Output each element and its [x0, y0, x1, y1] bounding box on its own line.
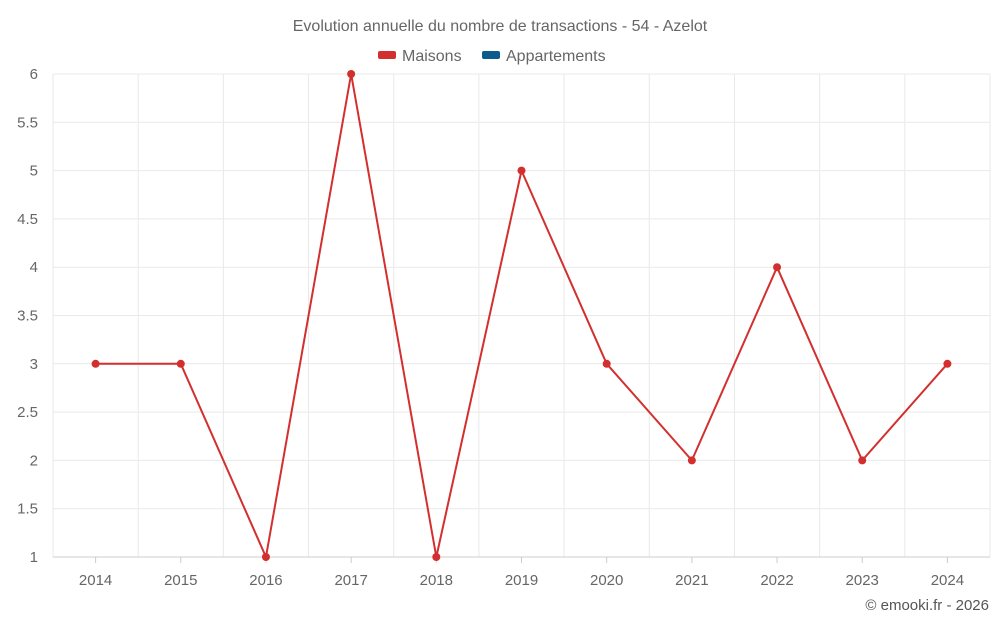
legend: Maisons Appartements	[378, 48, 606, 65]
x-tick-label: 2018	[420, 572, 453, 589]
y-tick-label: 2	[30, 452, 38, 469]
data-point-maisons[interactable]	[943, 359, 952, 368]
x-tick-label: 2015	[164, 572, 197, 589]
y-tick-label: 5.5	[17, 114, 38, 131]
x-tick-label: 2022	[760, 572, 793, 589]
y-tick-label: 3	[30, 356, 38, 373]
series-layer	[91, 70, 952, 561]
legend-swatch-maisons	[378, 51, 396, 59]
y-tick-label: 1.5	[17, 501, 38, 518]
data-point-maisons[interactable]	[91, 359, 100, 368]
data-point-maisons[interactable]	[602, 359, 611, 368]
y-tick-label: 4.5	[17, 211, 38, 228]
data-point-maisons[interactable]	[687, 456, 696, 465]
grid	[52, 73, 991, 557]
data-point-maisons[interactable]	[432, 553, 441, 561]
x-tick-label: 2020	[590, 572, 623, 589]
x-tick-label: 2021	[675, 572, 708, 589]
chart-title: Evolution annuelle du nombre de transact…	[293, 18, 708, 35]
x-tick-label: 2019	[505, 572, 538, 589]
y-tick-label: 2.5	[17, 404, 38, 421]
legend-item-maisons[interactable]: Maisons	[378, 48, 462, 65]
data-point-maisons[interactable]	[176, 359, 185, 368]
data-point-maisons[interactable]	[773, 263, 782, 272]
credit-text: © emooki.fr - 2026	[865, 597, 989, 614]
y-tick-label: 3.5	[17, 308, 38, 325]
legend-item-appartements[interactable]: Appartements	[482, 48, 606, 65]
data-point-maisons[interactable]	[517, 166, 526, 175]
x-tick-label: 2014	[79, 572, 112, 589]
x-tick-label: 2023	[846, 572, 879, 589]
data-point-maisons[interactable]	[858, 456, 867, 465]
x-tick-label: 2024	[931, 572, 964, 589]
y-tick-label: 6	[30, 66, 38, 83]
legend-label-maisons: Maisons	[402, 48, 462, 65]
x-tick-label: 2017	[334, 572, 367, 589]
legend-label-appartements: Appartements	[506, 48, 606, 65]
y-tick-label: 5	[30, 163, 38, 180]
data-point-maisons[interactable]	[347, 70, 356, 78]
legend-swatch-appartements	[482, 51, 500, 59]
x-tick-label: 2016	[249, 572, 282, 589]
y-tick-label: 1	[30, 549, 38, 566]
y-tick-label: 4	[30, 259, 38, 276]
axes: 1 1.5 2 2.5 3 3.5 4 4.5 5 5.5 6 2014 2015 2016 2017 201…	[17, 66, 990, 589]
data-point-maisons[interactable]	[261, 553, 270, 561]
